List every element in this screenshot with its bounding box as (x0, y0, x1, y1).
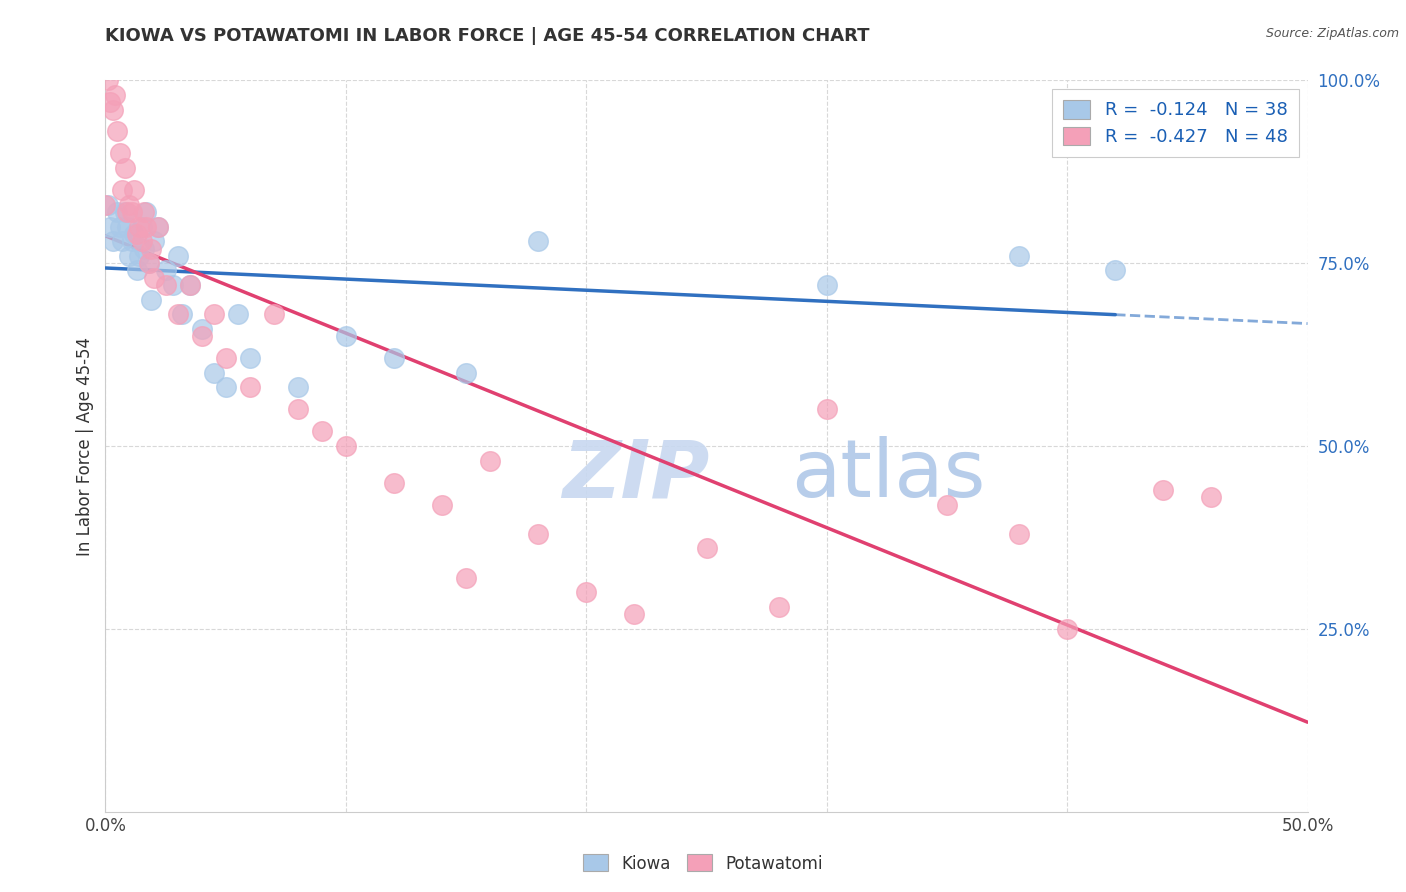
Point (131, 234, 153, 248)
Point (479, 453, 502, 467)
Point (98, 219, 121, 234)
Point (104, 87, 127, 102)
Point (98, 95, 121, 110)
Point (1056, 622, 1078, 636)
Point (190, 329, 212, 343)
Point (142, 270, 165, 285)
Point (239, 351, 262, 366)
Point (121, 234, 143, 248)
Point (1008, 249, 1031, 263)
Point (97, 197, 120, 211)
Point (118, 249, 141, 263)
Point (115, 219, 138, 234)
Point (111, 183, 134, 197)
Point (128, 249, 150, 263)
Point (111, 234, 134, 248)
Y-axis label: In Labor Force | Age 45-54: In Labor Force | Age 45-54 (76, 336, 94, 556)
Point (138, 256, 160, 270)
Point (118, 197, 141, 211)
Point (155, 263, 177, 277)
Text: Source: ZipAtlas.com: Source: ZipAtlas.com (1265, 27, 1399, 40)
Point (125, 227, 148, 241)
Point (454, 366, 477, 380)
Point (936, 498, 959, 512)
Point (575, 585, 598, 599)
Point (107, 205, 129, 219)
Point (108, 146, 131, 161)
Point (696, 541, 718, 556)
Point (124, 183, 146, 197)
Legend: R =  -0.124   N = 38, R =  -0.427   N = 48: R = -0.124 N = 38, R = -0.427 N = 48 (1053, 89, 1299, 157)
Point (239, 380, 262, 394)
Point (430, 498, 453, 512)
Point (335, 329, 357, 343)
Point (139, 242, 162, 256)
Point (202, 366, 225, 380)
Point (166, 307, 188, 321)
Point (214, 351, 236, 366)
Point (623, 607, 645, 622)
Point (1008, 526, 1031, 541)
Text: ZIP: ZIP (562, 436, 710, 515)
Point (1201, 490, 1223, 504)
Point (335, 439, 357, 453)
Point (166, 249, 188, 263)
Point (114, 161, 136, 175)
Point (128, 219, 150, 234)
Point (226, 307, 249, 321)
Point (454, 571, 477, 585)
Point (132, 242, 155, 256)
Point (135, 205, 157, 219)
Point (214, 380, 236, 394)
Point (162, 278, 184, 293)
Point (287, 402, 309, 417)
Point (115, 205, 138, 219)
Point (108, 219, 131, 234)
Point (148, 219, 170, 234)
Point (155, 278, 177, 293)
Point (190, 322, 212, 336)
Point (121, 205, 143, 219)
Point (1104, 263, 1126, 277)
Point (125, 263, 148, 277)
Point (132, 205, 155, 219)
Point (101, 103, 124, 117)
Point (97, 73, 120, 87)
Point (124, 227, 146, 241)
Point (815, 278, 838, 293)
Text: atlas: atlas (790, 436, 986, 515)
Point (101, 234, 124, 248)
Point (768, 599, 790, 614)
Point (202, 307, 225, 321)
Point (527, 234, 550, 248)
Point (139, 293, 162, 307)
Point (131, 219, 153, 234)
Point (114, 205, 136, 219)
Point (107, 124, 129, 138)
Point (382, 351, 405, 366)
Point (382, 475, 405, 490)
Point (142, 234, 165, 248)
Point (148, 219, 170, 234)
Point (815, 402, 838, 417)
Point (179, 278, 201, 293)
Text: KIOWA VS POTAWATOMI IN LABOR FORCE | AGE 45-54 CORRELATION CHART: KIOWA VS POTAWATOMI IN LABOR FORCE | AGE… (105, 27, 870, 45)
Point (287, 380, 309, 394)
Point (138, 256, 160, 270)
Point (179, 278, 201, 293)
Point (1152, 483, 1174, 497)
Point (311, 425, 333, 439)
Point (94, 197, 117, 211)
Legend: Kiowa, Potawatomi: Kiowa, Potawatomi (576, 847, 830, 880)
Point (263, 307, 285, 321)
Point (135, 219, 157, 234)
Point (172, 307, 194, 321)
Point (527, 526, 550, 541)
